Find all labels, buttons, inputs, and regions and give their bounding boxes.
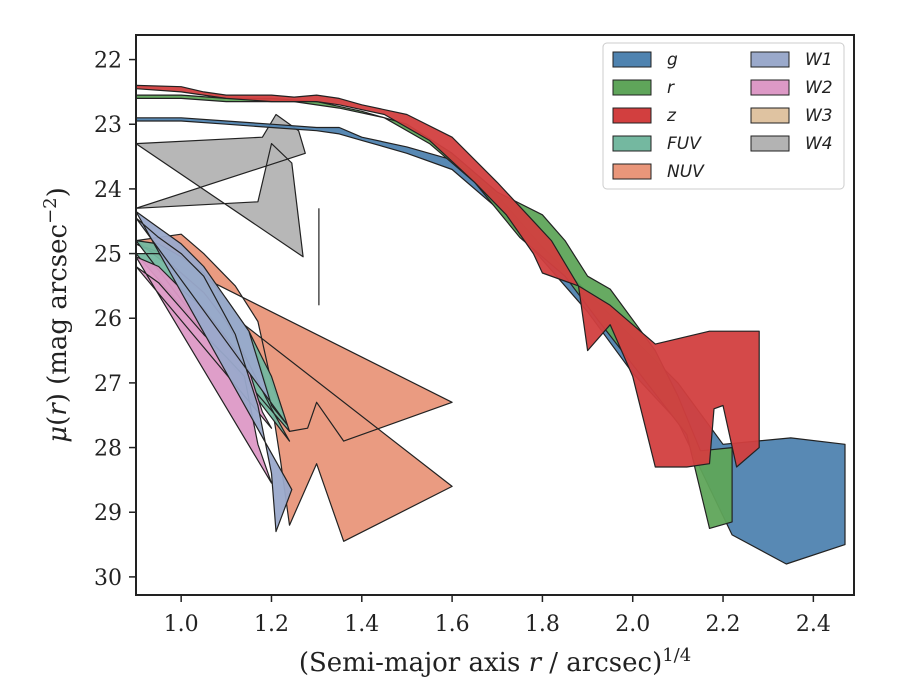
legend-item-w2: W2 — [750, 78, 833, 98]
y-tick-label: 27 — [94, 372, 122, 397]
plot-frame — [135, 34, 855, 596]
legend-swatch — [612, 79, 652, 96]
x-axis-title: (Semi-major axis r / arcsec)1/4 — [299, 645, 691, 678]
y-tick-label: 26 — [94, 307, 122, 332]
legend-swatch — [750, 79, 790, 96]
y-tick-label: 30 — [94, 566, 122, 591]
y-tick-label: 23 — [94, 113, 122, 138]
legend-item-r: r — [612, 78, 675, 98]
y-tick-label: 25 — [94, 243, 122, 268]
legend-item-nuv: NUV — [612, 162, 705, 182]
legend-item-w4: W4 — [750, 134, 833, 154]
x-tick-label: 2.0 — [615, 612, 650, 637]
legend-label: W4 — [805, 134, 833, 154]
legend-label: g — [667, 50, 678, 70]
legend-label: NUV — [667, 162, 705, 182]
legend-swatch — [750, 51, 790, 68]
x-tick-label: 1.0 — [164, 612, 199, 637]
series-band-w4 — [136, 113, 306, 258]
x-tick-label: 1.6 — [435, 612, 470, 637]
series-band-z — [136, 84, 760, 468]
legend: grz FUV NUV W1 W2 W3 W4 — [602, 42, 845, 190]
legend-label: FUV — [667, 134, 702, 154]
legend-label: z — [666, 106, 677, 126]
legend-swatch — [612, 135, 652, 152]
y-tick-label: 28 — [94, 437, 122, 462]
legend-label: W3 — [805, 106, 833, 126]
x-tick-label: 1.4 — [344, 612, 379, 637]
series-band-g — [136, 117, 846, 565]
legend-swatch — [612, 51, 652, 68]
legend-label: W2 — [805, 78, 833, 98]
x-tick-label: 1.2 — [254, 612, 289, 637]
legend-item-w1: W1 — [750, 50, 833, 70]
legend-item-z: z — [612, 106, 677, 126]
y-tick-label: 24 — [94, 178, 122, 203]
legend-swatch — [612, 163, 652, 180]
legend-swatch — [750, 135, 790, 152]
x-axis-ticks: 1.0 1.2 1.4 1.6 1.8 2.0 2.2 2.4 — [164, 595, 831, 637]
series-band-nuv — [136, 233, 453, 542]
y-tick-label: 29 — [94, 501, 122, 526]
y-axis-title: μ(r) (mag arcsec−2) — [40, 187, 73, 443]
legend-item-g: g — [612, 50, 678, 70]
legend-item-fuv: FUV — [612, 134, 702, 154]
legend-item-w3: W3 — [750, 106, 833, 126]
y-axis-ticks: 22 23 24 25 26 27 28 29 30 — [94, 49, 136, 591]
x-tick-label: 1.8 — [525, 612, 560, 637]
legend-swatch — [750, 107, 790, 124]
series-layer — [136, 84, 846, 565]
y-tick-label: 22 — [94, 49, 122, 74]
series-band-w1 — [136, 210, 293, 533]
x-tick-label: 2.2 — [706, 612, 741, 637]
legend-label: W1 — [805, 50, 833, 70]
x-tick-label: 2.4 — [796, 612, 831, 637]
legend-label: r — [667, 78, 675, 98]
legend-swatch — [612, 107, 652, 124]
